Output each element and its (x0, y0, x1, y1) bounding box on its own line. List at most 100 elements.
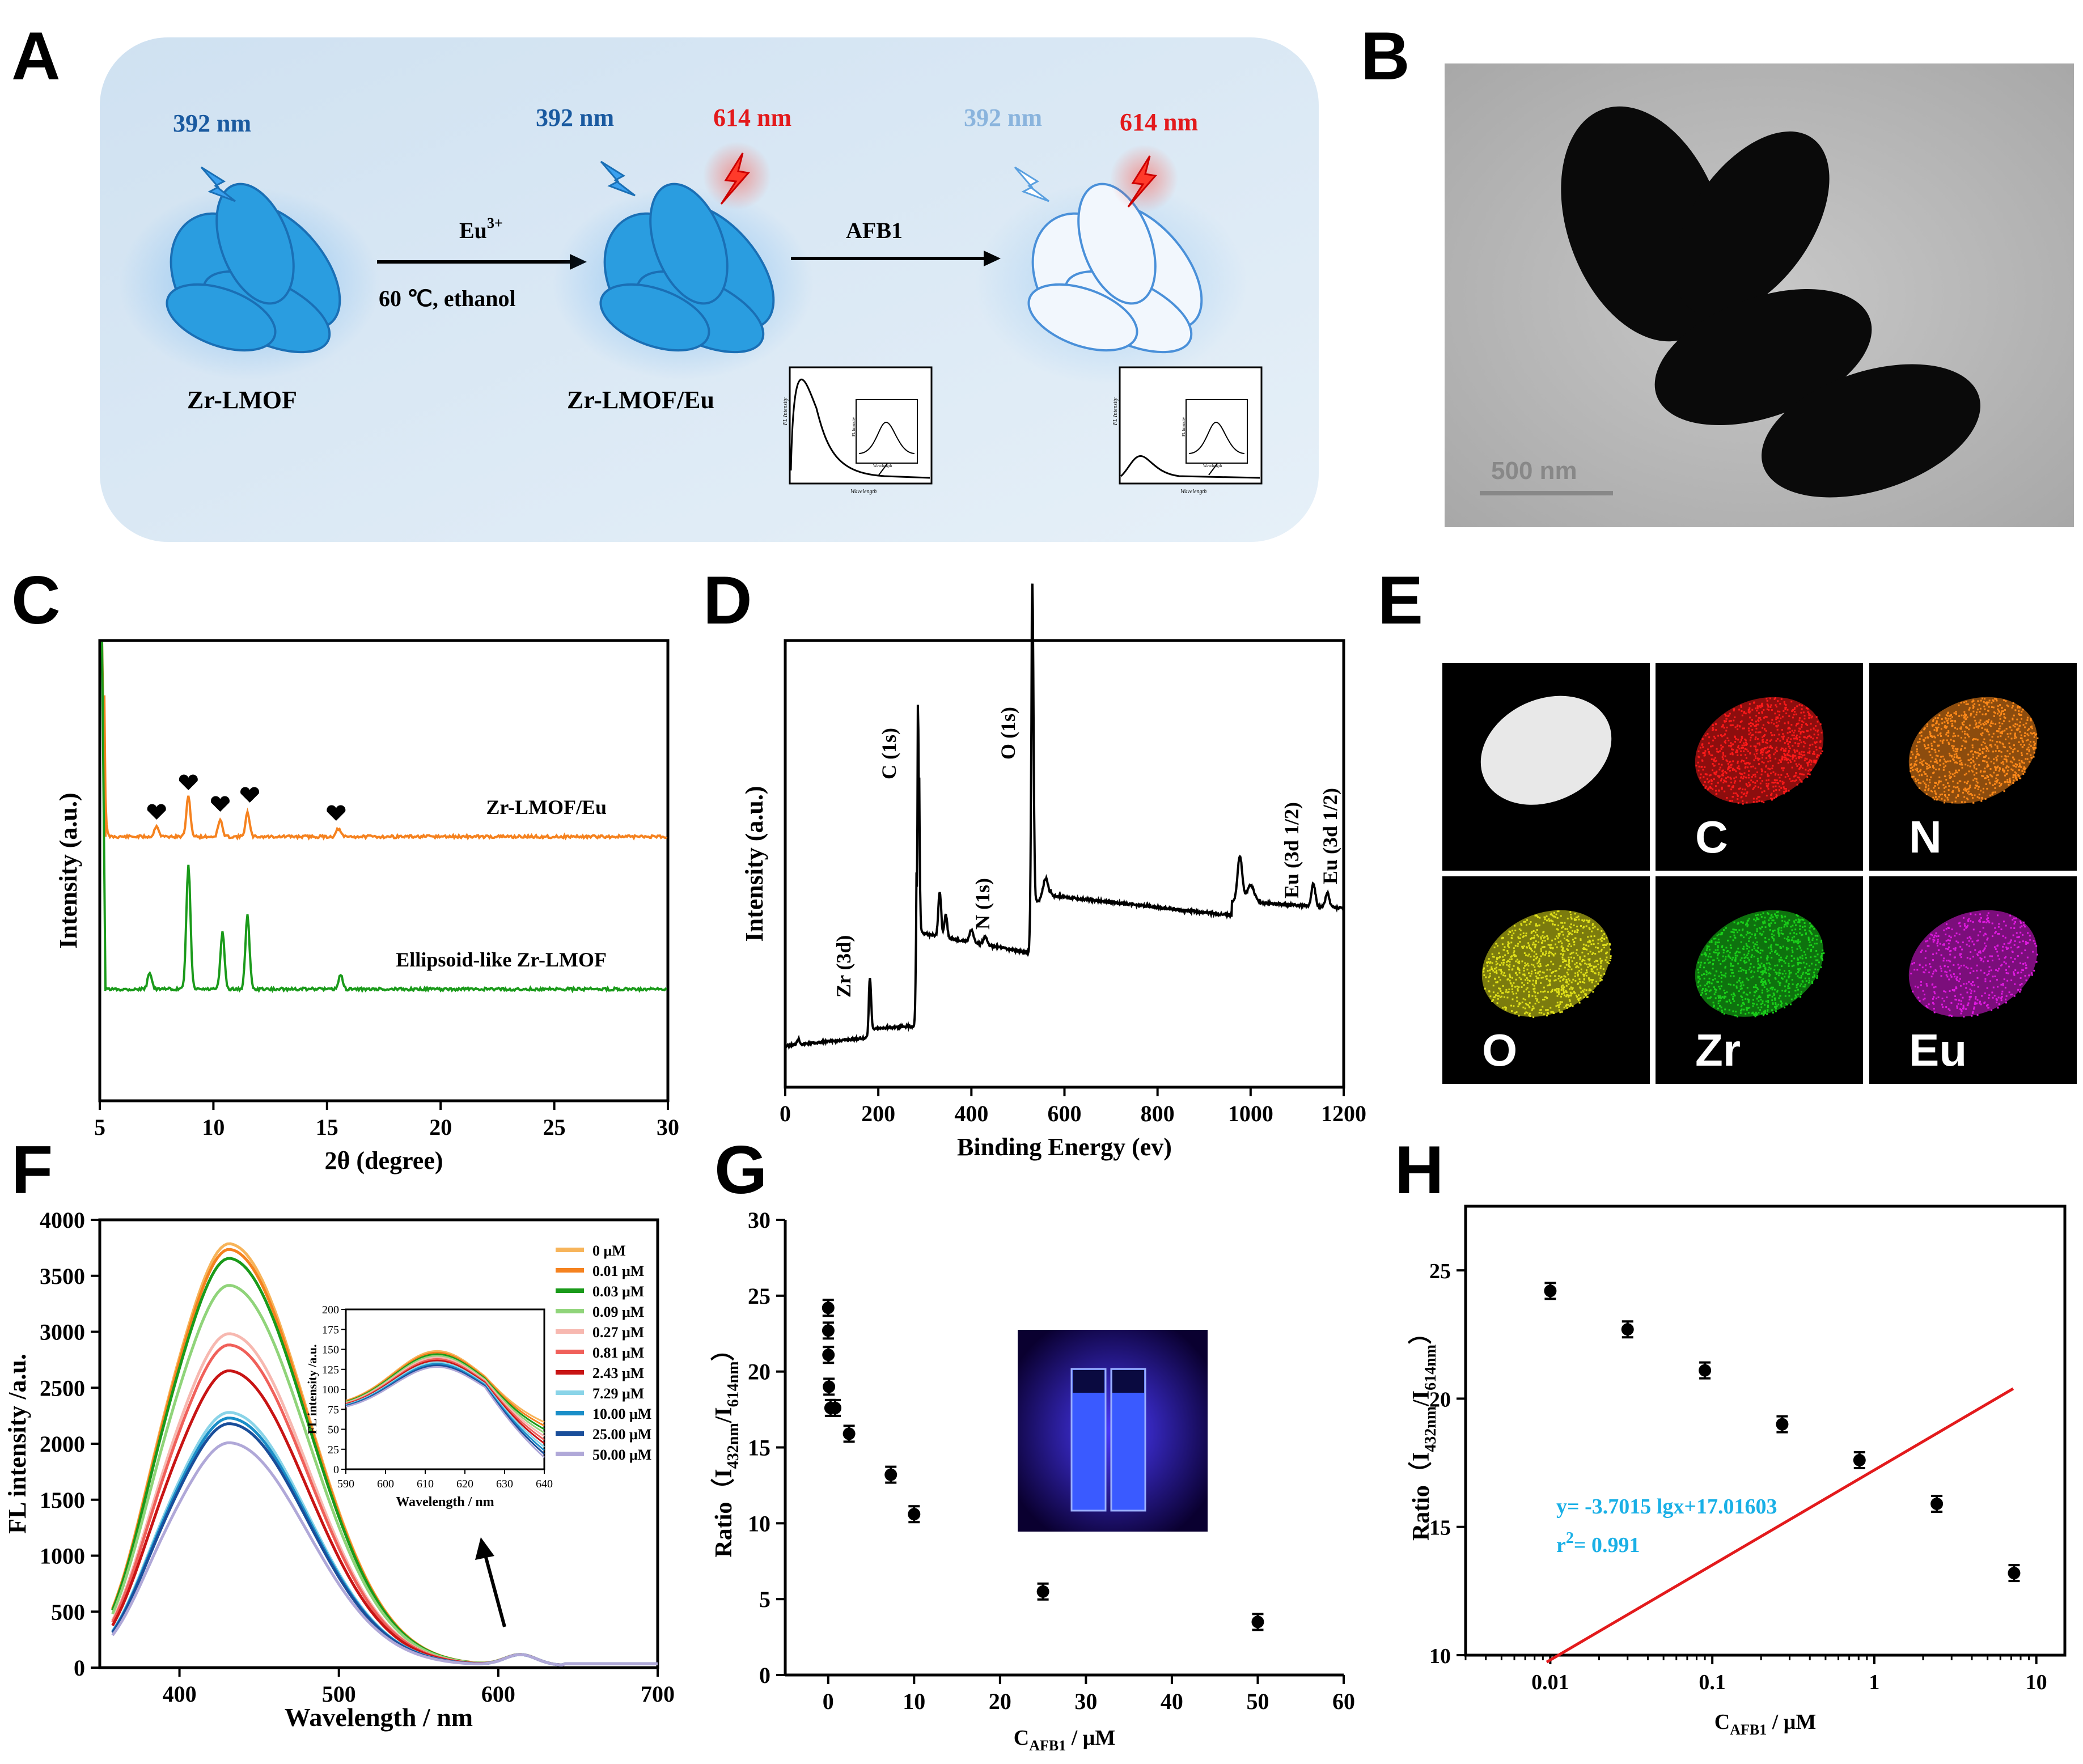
map-pixel (1750, 766, 1752, 768)
map-pixel (1767, 994, 1769, 997)
map-pixel (1778, 972, 1780, 974)
map-pixel (1728, 956, 1730, 958)
map-pixel (1920, 769, 1922, 771)
map-pixel (1972, 970, 1975, 972)
map-pixel (1712, 724, 1714, 726)
map-pixel (1549, 1007, 1552, 1009)
map-pixel (1550, 944, 1552, 946)
map-pixel (1610, 957, 1612, 960)
map-pixel (1968, 728, 1970, 731)
map-pixel (1592, 979, 1594, 981)
map-pixel (1580, 991, 1582, 994)
map-pixel (1560, 915, 1562, 917)
map-pixel (1570, 968, 1573, 970)
map-pixel (2012, 961, 2014, 963)
map-pixel (2008, 965, 2010, 968)
map-pixel (1519, 940, 1521, 943)
map-pixel (1606, 961, 1608, 964)
map-pixel (1932, 998, 1934, 1000)
map-pixel (1807, 969, 1809, 971)
map-pixel (1795, 771, 1797, 774)
map-pixel (1807, 939, 1810, 941)
map-pixel (2034, 743, 2037, 745)
map-pixel (1745, 956, 1747, 959)
map-pixel (1500, 973, 1502, 975)
map-pixel (1760, 1012, 1763, 1015)
data-point (823, 1380, 836, 1393)
map-pixel (1728, 739, 1730, 741)
map-pixel (1749, 710, 1751, 713)
map-pixel (1712, 745, 1714, 747)
map-pixel (1991, 702, 1993, 704)
map-pixel (1948, 771, 1950, 773)
map-pixel (1774, 1006, 1776, 1008)
map-pixel (1933, 767, 1935, 769)
map-pixel (1523, 990, 1525, 993)
map-pixel (1750, 970, 1752, 972)
map-pixel (1980, 723, 1982, 726)
map-pixel (1809, 927, 1811, 929)
map-pixel (1781, 756, 1784, 758)
map-pixel (1513, 954, 1515, 956)
map-pixel (1737, 1015, 1739, 1017)
map-pixel (2012, 718, 2014, 720)
map-pixel (1761, 989, 1763, 991)
map-pixel (2012, 756, 2014, 758)
map-pixel (1817, 730, 1819, 732)
map-pixel (1760, 1003, 1762, 1006)
map-pixel (1587, 958, 1590, 960)
map-pixel (1809, 744, 1811, 747)
map-pixel (1996, 986, 1999, 988)
map-pixel (1793, 731, 1795, 733)
map-pixel (1741, 760, 1743, 762)
map-pixel (1992, 784, 1994, 786)
map-pixel (1549, 984, 1551, 986)
map-pixel (1974, 787, 1976, 789)
map-pixel (1779, 786, 1781, 788)
map-pixel (1755, 1014, 1758, 1016)
map-pixel (1574, 979, 1577, 982)
map-pixel (1716, 750, 1718, 753)
legend-label: 0.09 μM (592, 1304, 644, 1320)
fit-r2: r2= 0.991 (1556, 1529, 1640, 1557)
map-pixel (1556, 910, 1559, 913)
map-pixel (1549, 979, 1551, 981)
map-pixel (1716, 970, 1718, 973)
map-pixel (2009, 732, 2012, 735)
map-pixel (1765, 752, 1767, 754)
map-pixel (1784, 962, 1786, 964)
map-pixel (1991, 736, 1993, 738)
inset-y-tick-label: 25 (328, 1444, 339, 1456)
map-pixel (1778, 959, 1780, 961)
map-pixel (1535, 940, 1537, 942)
map-pixel (1777, 724, 1780, 727)
map-pixel (1504, 974, 1506, 977)
map-pixel (1780, 761, 1782, 763)
map-pixel (1794, 706, 1796, 709)
map-pixel (1771, 799, 1773, 801)
map-pixel (1923, 771, 1925, 773)
map-pixel (1788, 983, 1790, 985)
map-pixel (1819, 723, 1822, 726)
map-pixel (1747, 709, 1750, 711)
map-pixel (2001, 710, 2003, 713)
map-pixel (1820, 747, 1822, 749)
map-pixel (1991, 745, 1993, 748)
map-pixel (1585, 944, 1587, 947)
map-pixel (2021, 969, 2023, 971)
map-pixel (1786, 739, 1788, 741)
map-pixel (1754, 949, 1756, 952)
map-pixel (2031, 727, 2034, 730)
map-pixel (1989, 794, 1991, 796)
map-pixel (1818, 961, 1820, 964)
map-pixel (1483, 967, 1485, 969)
map-pixel (1967, 1002, 1970, 1004)
map-pixel (1986, 728, 1988, 731)
map-pixel (1998, 923, 2000, 925)
map-pixel (1556, 928, 1558, 930)
map-pixel (1982, 960, 1984, 962)
map-pixel (1523, 967, 1525, 969)
map-pixel (1726, 726, 1728, 728)
map-pixel (2024, 732, 2026, 734)
map-pixel (1705, 785, 1707, 787)
